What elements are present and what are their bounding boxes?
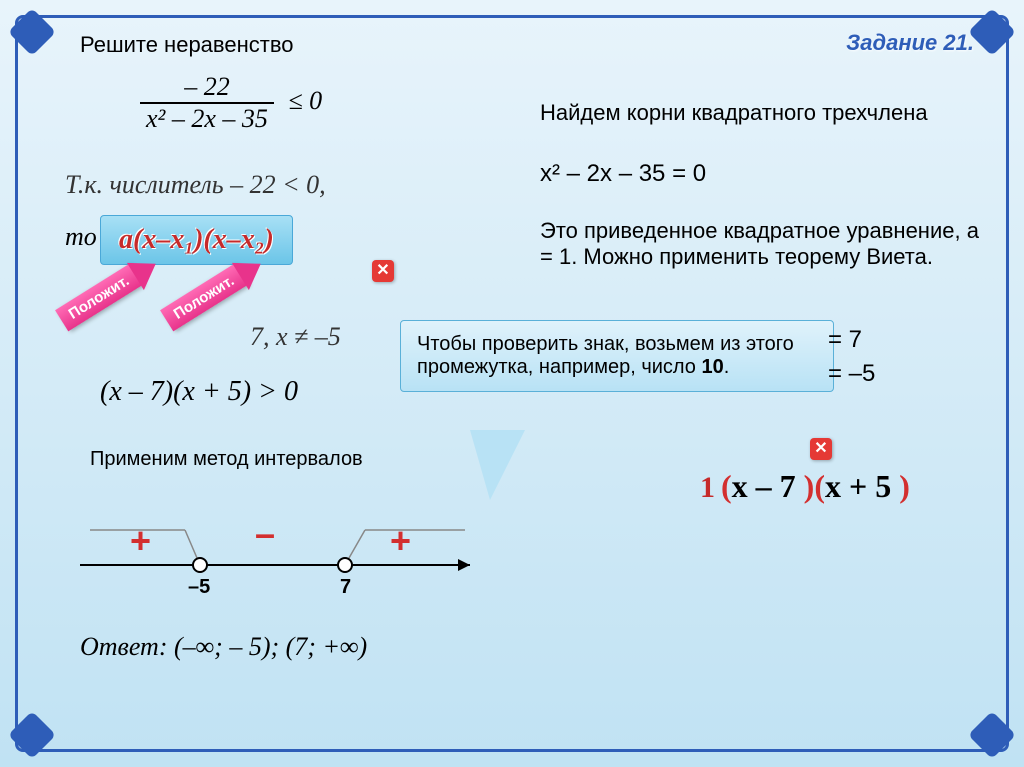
root-2-value: = –5: [828, 360, 875, 388]
root-1-value: = 7: [828, 326, 862, 354]
find-roots-text: Найдем корни квадратного трехчлена: [540, 100, 940, 126]
answer-line: Ответ: (–∞; – 5); (7; +∞): [80, 632, 367, 662]
paren: (: [721, 468, 732, 504]
sign-plus-1: +: [130, 520, 151, 562]
main-inequality: – 22 x² – 2x – 35 ≤ 0: [140, 72, 322, 134]
corner-bl: [8, 711, 56, 759]
callout-text: Чтобы проверить знак, возьмем из этого п…: [417, 333, 794, 378]
close-icon[interactable]: ✕: [810, 438, 832, 460]
inequality-relation: ≤ 0: [288, 86, 322, 115]
then-line: то: [65, 222, 97, 252]
paren: )(: [804, 468, 825, 504]
page-title: Решите неравенство: [80, 32, 294, 58]
close-icon[interactable]: ✕: [372, 260, 394, 282]
corner-tr: [968, 8, 1016, 56]
callout-tail: [470, 430, 525, 500]
svg-text:7: 7: [340, 576, 351, 598]
task-number: Задание 21.: [846, 30, 974, 56]
svg-text:–5: –5: [188, 576, 210, 598]
factor-1: x – 7: [732, 468, 804, 504]
sign-minus: –: [255, 513, 275, 555]
root-exclusion: 7, x ≠ –5: [250, 322, 341, 352]
factor-2: x + 5: [825, 468, 899, 504]
substituted-expression: 1(x – 7 )(x + 5 ): [700, 468, 910, 505]
interval-method-label: Применим метод интервалов: [90, 448, 363, 471]
sign-plus-2: +: [390, 520, 411, 562]
vieta-text: Это приведенное квадратное уравнение, a …: [540, 218, 980, 270]
number-line-diagram: –5 7 + – +: [70, 495, 500, 605]
paren: ): [899, 468, 910, 504]
fraction-denominator: x² – 2x – 35: [140, 104, 274, 134]
check-sign-callout: Чтобы проверить знак, возьмем из этого п…: [400, 320, 834, 392]
corner-br: [968, 711, 1016, 759]
corner-tl: [8, 8, 56, 56]
factorization-formula-box: a(x–x₁)(x–x₂): [100, 215, 293, 265]
since-line: Т.к. числитель – 22 < 0,: [65, 170, 326, 200]
quadratic-equation: x² – 2x – 35 = 0: [540, 160, 706, 188]
factored-inequality: (x – 7)(x + 5) > 0: [100, 376, 298, 408]
fraction-numerator: – 22: [140, 72, 274, 104]
coeff-1: 1: [700, 471, 715, 504]
